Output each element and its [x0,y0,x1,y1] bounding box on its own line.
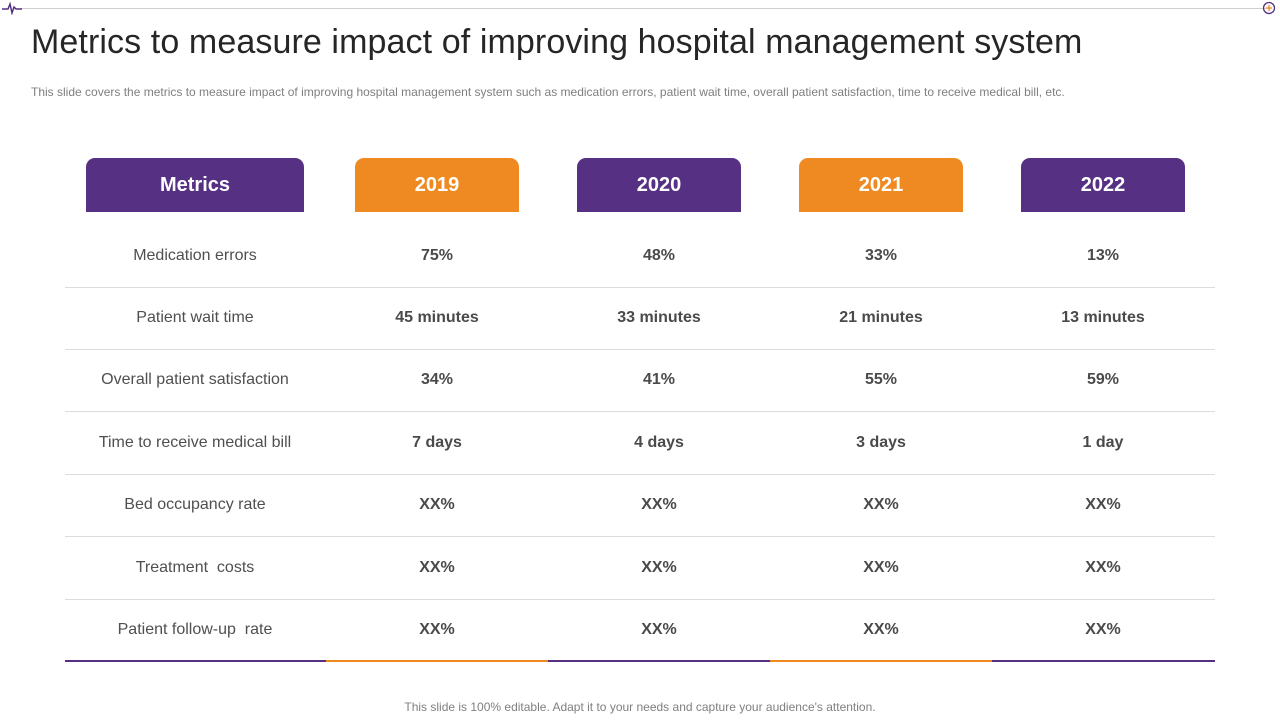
cell-2020: XX% [641,621,677,638]
bottom-border-2021 [770,660,992,662]
page-subtitle: This slide covers the metrics to measure… [31,85,1065,99]
cell-2019: 34% [420,371,454,388]
cell-2021: 3 days [856,434,906,451]
bottom-border-2019 [326,660,548,662]
table-row: Medication errors 75% 48% 33% 13% [65,225,1215,288]
cell-2022: 13 minutes [1061,309,1145,326]
cell-2021: 21 minutes [839,309,923,326]
row-label: Overall patient satisfaction [101,371,289,388]
row-label: Patient follow-up rate [117,621,273,638]
cell-2021: 55% [864,371,898,388]
bottom-border-metrics [65,660,326,662]
header-2022: 2022 [1021,158,1185,212]
header-2019: 2019 [355,158,519,212]
cell-2020: 41% [642,371,676,388]
cell-2019: XX% [419,559,455,576]
row-label: Treatment costs [135,559,255,576]
row-label: Patient wait time [136,309,254,326]
cell-2021: XX% [863,559,899,576]
top-divider [20,8,1266,9]
cell-2020: XX% [641,496,677,513]
table-row: Patient wait time 45 minutes 33 minutes … [65,287,1215,350]
cell-2022: 59% [1086,371,1120,388]
cell-2020: 4 days [634,434,684,451]
cell-2019: 75% [420,247,454,264]
cell-2022: XX% [1085,496,1121,513]
cell-2022: XX% [1085,559,1121,576]
cell-2021: XX% [863,496,899,513]
cell-2021: 33% [864,247,898,264]
cell-2019: XX% [419,621,455,638]
header-metrics: Metrics [86,158,304,212]
cell-2020: XX% [641,559,677,576]
cell-2022: XX% [1085,621,1121,638]
cell-2019: 7 days [412,434,462,451]
footer-note: This slide is 100% editable. Adapt it to… [404,700,876,714]
plus-circle-icon [1262,1,1276,15]
row-label: Medication errors [133,247,257,264]
cell-2019: XX% [419,496,455,513]
table-row: Time to receive medical bill 7 days 4 da… [65,412,1215,475]
row-label: Bed occupancy rate [124,496,266,513]
cell-2021: XX% [863,621,899,638]
cell-2020: 33 minutes [617,309,701,326]
page-title: Metrics to measure impact of improving h… [31,23,1083,61]
bottom-border-2022 [992,660,1215,662]
table-row: Patient follow-up rate XX% XX% XX% XX% [65,599,1215,661]
table-row: Treatment costs XX% XX% XX% XX% [65,537,1215,600]
table-row: Overall patient satisfaction 34% 41% 55%… [65,349,1215,412]
cell-2020: 48% [642,247,676,264]
header-2020: 2020 [577,158,741,212]
bottom-border-2020 [548,660,770,662]
row-label: Time to receive medical bill [98,434,292,451]
header-2021: 2021 [799,158,963,212]
cell-2019: 45 minutes [395,309,479,326]
table-row: Bed occupancy rate XX% XX% XX% XX% [65,474,1215,537]
heartbeat-pulse-icon [2,1,22,15]
cell-2022: 13% [1086,247,1120,264]
cell-2022: 1 day [1082,434,1124,451]
